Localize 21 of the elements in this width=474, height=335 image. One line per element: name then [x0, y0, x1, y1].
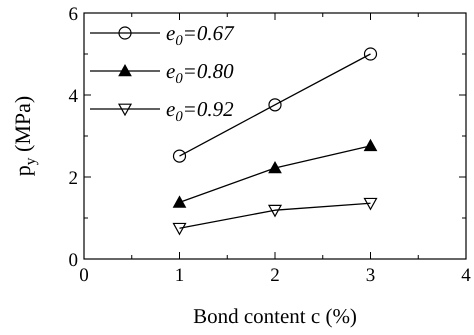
x-tick-label: 2 — [270, 265, 280, 286]
point — [364, 198, 378, 210]
x-tick-label: 1 — [174, 265, 184, 286]
y-tick-label: 4 — [68, 86, 78, 107]
point — [172, 222, 186, 235]
x-tick-label: 3 — [366, 265, 376, 286]
point — [268, 98, 282, 112]
y-tick-label: 0 — [68, 250, 78, 271]
legend-label: e$_{0}$=0.80 — [166, 59, 234, 86]
legend-label: e$_{0}$=0.67 — [166, 21, 236, 48]
y-tick-label: 6 — [68, 4, 78, 25]
point — [364, 139, 377, 152]
x-axis-title: Bond content c (%) — [193, 304, 357, 328]
point — [173, 196, 186, 208]
point — [268, 161, 282, 174]
point — [364, 47, 378, 61]
point — [268, 204, 282, 217]
y-tick-label: 2 — [68, 168, 78, 189]
point — [172, 149, 186, 163]
x-tick-label: 4 — [461, 265, 472, 286]
legend-label: e$_{0}$=0.92 — [166, 97, 234, 124]
